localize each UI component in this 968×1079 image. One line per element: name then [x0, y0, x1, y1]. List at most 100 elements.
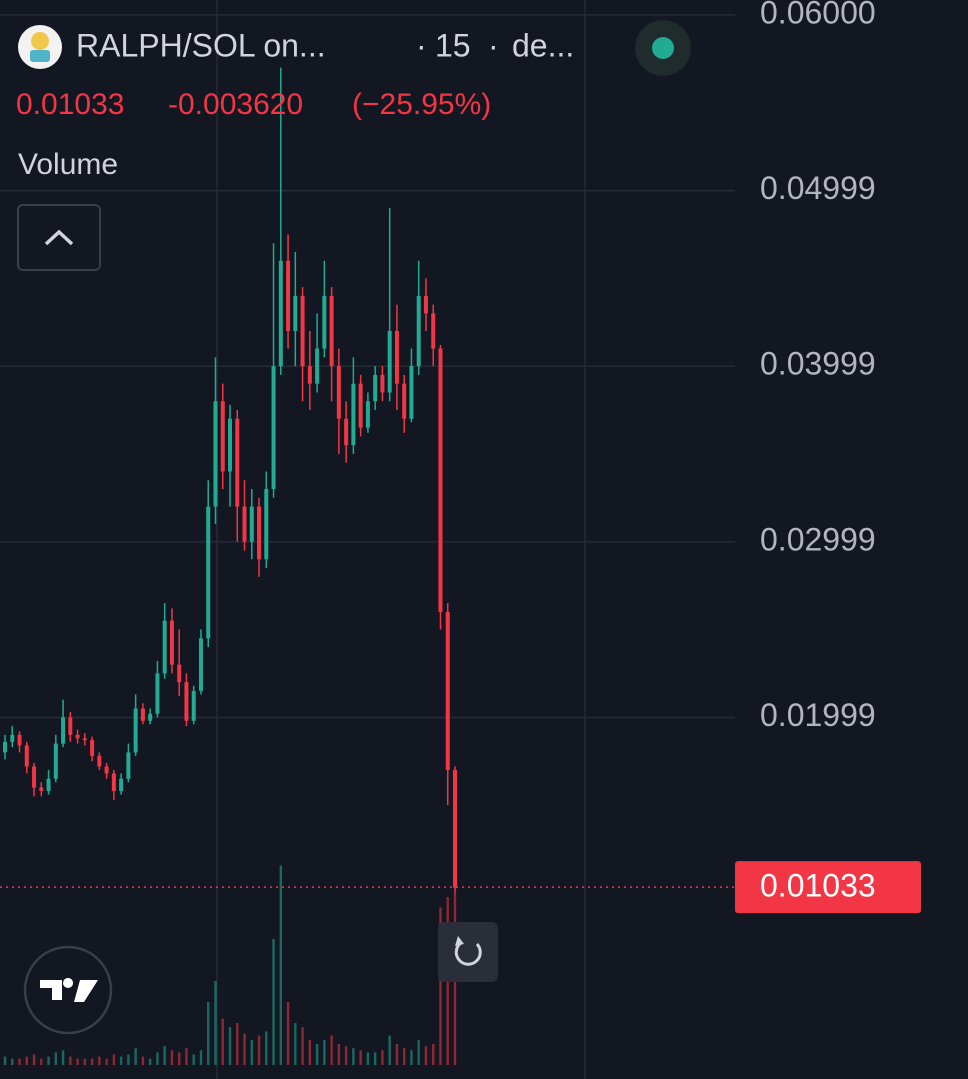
volume-bar [105, 1058, 108, 1065]
symbol: RALPH/SOL on... [76, 27, 326, 63]
candle-body [140, 708, 145, 721]
volume-bar [323, 1039, 326, 1065]
volume-bar [185, 1048, 188, 1065]
volume-bar [250, 1039, 253, 1065]
volume-bar [330, 1035, 333, 1065]
candle-body [409, 366, 414, 419]
volume-bar [265, 1031, 268, 1065]
candle-body [453, 769, 457, 888]
volume-bar [69, 1056, 72, 1065]
candle-body [344, 418, 349, 446]
price-change: -0.003620 [168, 88, 303, 121]
volume-bar [47, 1056, 50, 1065]
volume-bar [134, 1048, 137, 1065]
volume-bar [366, 1052, 370, 1065]
candle-body [104, 766, 109, 774]
candle-body [220, 401, 225, 472]
candle-body [380, 374, 385, 393]
candle-body [39, 787, 44, 792]
volume-bar [402, 1048, 406, 1065]
volume-bar [18, 1058, 21, 1065]
candle-body [82, 738, 87, 741]
candle-body [191, 690, 196, 721]
volume-bar [344, 1046, 348, 1065]
price-change-percent: (−25.95%) [352, 88, 491, 121]
volume-bar [98, 1056, 101, 1065]
candle-body [162, 620, 167, 674]
candle-body [126, 752, 131, 779]
volume-bar [112, 1054, 116, 1065]
candle-body [119, 778, 124, 792]
separator: · [488, 27, 499, 63]
volume-bar [439, 907, 442, 1065]
volume-bar [410, 1050, 413, 1065]
candle-body [184, 682, 189, 721]
y-tick-label: 0.02999 [760, 521, 876, 557]
last-price-box [735, 861, 921, 914]
candle-body [423, 295, 428, 314]
candle-body [271, 366, 276, 490]
volume-bar [373, 1052, 377, 1065]
grid [216, 0, 586, 1079]
tradingview-logo[interactable] [23, 945, 113, 1035]
volume-bar [236, 1023, 239, 1065]
candle-body [257, 506, 262, 560]
y-tick-label: 0.01999 [760, 697, 876, 733]
volume-bar [61, 1050, 65, 1065]
volume-bar [381, 1050, 384, 1065]
candle-body [148, 713, 153, 721]
volume-bar [228, 1027, 232, 1065]
volume-bar [308, 1039, 312, 1065]
volume-bar [301, 1027, 304, 1065]
volume-bar [395, 1044, 399, 1065]
volume-bar [170, 1050, 174, 1065]
volume-bar [119, 1056, 123, 1065]
candle-body [387, 330, 392, 393]
y-tick-label: 0.06000 [760, 0, 876, 30]
volume-bar [163, 1046, 166, 1065]
collapse-button-frame [17, 204, 101, 271]
volume-bar [294, 1023, 297, 1065]
volume-bar [192, 1054, 195, 1065]
candle-body [206, 506, 211, 639]
reset-button-frame [438, 922, 498, 982]
collapse-button[interactable] [17, 204, 101, 271]
status-dot [652, 37, 674, 59]
last-price: 0.01033 [16, 88, 124, 121]
volume-bar [221, 1018, 224, 1065]
candle-body [61, 717, 66, 744]
source: de... [512, 27, 574, 63]
candle-body [307, 366, 312, 384]
volume-bar [432, 1044, 435, 1065]
candle-body [351, 383, 356, 446]
y-tick-label: 0.03999 [760, 346, 876, 382]
volume-bar [90, 1058, 94, 1065]
chevron-icon [44, 229, 74, 246]
volume-bar [388, 1035, 391, 1065]
candle-body [293, 295, 298, 331]
candle-body [46, 778, 51, 792]
candle-body [431, 313, 436, 349]
candle-body [97, 755, 102, 767]
candle-body [10, 734, 15, 742]
volume-bar [83, 1058, 87, 1065]
logo-face [31, 32, 49, 50]
candle-body [3, 741, 7, 753]
candle-body [90, 740, 95, 756]
logo-mark [40, 978, 98, 1002]
last-price-label: 0.01033 [760, 868, 876, 904]
reset-arrow [455, 936, 464, 946]
volume-label: Volume [18, 148, 118, 181]
volume-bar [352, 1048, 355, 1065]
candle-body [394, 330, 399, 384]
candle-body [177, 664, 182, 683]
y-tick-label: 0.04999 [760, 170, 876, 206]
reset-button[interactable] [438, 922, 498, 982]
volume-bar [54, 1052, 58, 1065]
volume-bar [3, 1056, 7, 1065]
candle-body [133, 708, 138, 753]
candle-body [336, 366, 341, 419]
volume-bar [156, 1052, 159, 1065]
volume-bar [286, 1002, 290, 1065]
